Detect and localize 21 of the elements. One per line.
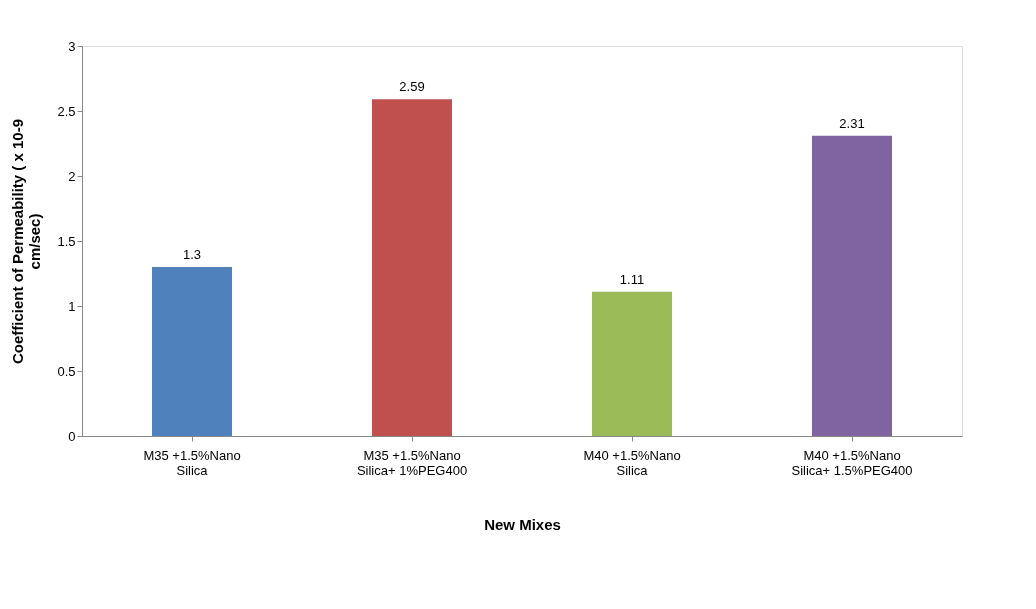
y-tick-label: 0.5 xyxy=(57,363,76,379)
y-tick-label: 1.5 xyxy=(57,233,76,249)
y-tick-label: 0 xyxy=(68,428,76,444)
y-axis-title: Coefficient of Permeability ( x 10-9 cm/sec) xyxy=(9,118,44,365)
x-tick-label: M35 +1.5%Nano Silica+ 1%PEG400 xyxy=(356,447,468,478)
bar xyxy=(372,99,452,436)
data-label: 2.31 xyxy=(839,115,865,131)
bar xyxy=(592,291,672,436)
x-axis-title: New Mixes xyxy=(484,515,561,533)
x-tick-label: M35 +1.5%Nano Silica xyxy=(143,447,241,478)
x-tick-label: M40 +1.5%Nano Silica+ 1.5%PEG400 xyxy=(791,447,913,478)
y-tick-label: 2 xyxy=(68,168,76,184)
y-tick-label: 2.5 xyxy=(57,103,76,119)
y-tick-label: 3 xyxy=(68,38,76,54)
data-label: 2.59 xyxy=(399,79,425,95)
y-tick-label: 1 xyxy=(68,298,76,314)
bar xyxy=(812,135,892,436)
x-tick-label: M40 +1.5%Nano Silica xyxy=(583,447,681,478)
data-label: 1.11 xyxy=(619,271,645,287)
bar xyxy=(152,267,232,436)
data-label: 1.3 xyxy=(182,247,202,262)
